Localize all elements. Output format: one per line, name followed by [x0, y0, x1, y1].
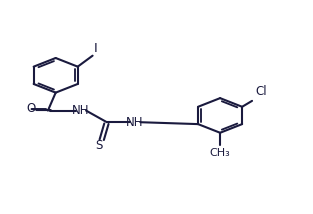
Text: NH: NH — [126, 116, 144, 129]
Text: Cl: Cl — [256, 85, 267, 98]
Text: O: O — [26, 102, 35, 115]
Text: NH: NH — [72, 104, 89, 117]
Text: CH₃: CH₃ — [210, 148, 230, 158]
Text: S: S — [95, 138, 102, 152]
Text: I: I — [94, 42, 98, 55]
